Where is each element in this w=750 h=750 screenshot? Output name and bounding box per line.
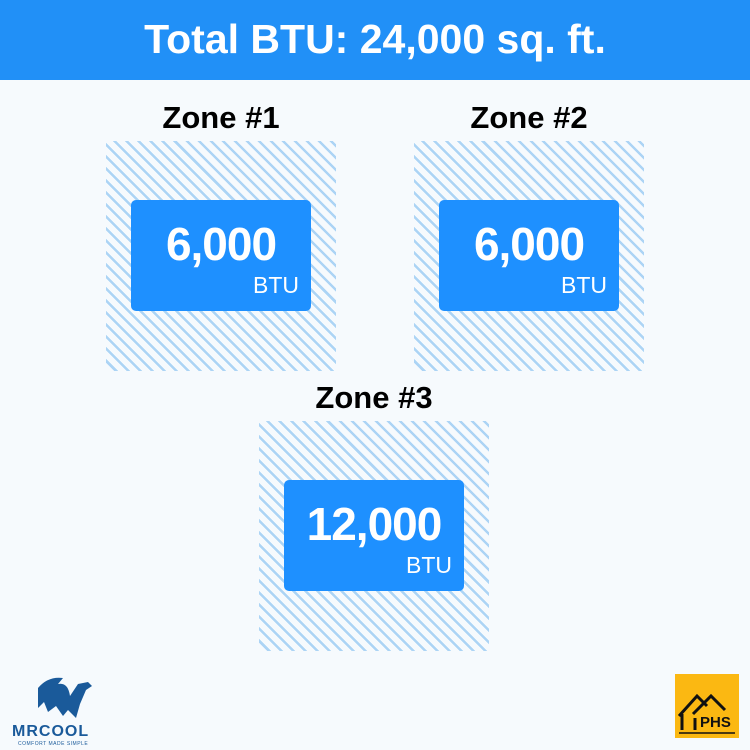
zone-2-btu-unit: BTU <box>561 272 607 298</box>
mrcool-logo: MRCOOL COMFORT MADE SIMPLE <box>8 668 123 747</box>
zone-2-btu-card: 6,000 BTU <box>439 200 619 311</box>
zone-3-btu-unit: BTU <box>406 552 452 578</box>
zone-1-area: 6,000 BTU <box>106 141 336 371</box>
zone-3-area: 12,000 BTU <box>259 421 489 651</box>
zone-2-area: 6,000 BTU <box>414 141 644 371</box>
zone-1-btu-value: 6,000 <box>165 218 277 270</box>
zone-3-title: Zone #3 <box>315 380 433 415</box>
zone-1-btu-unit: BTU <box>253 272 299 298</box>
page-title: Total BTU: 24,000 sq. ft. <box>0 0 750 80</box>
phs-logo: PHS <box>675 674 739 738</box>
polar-bear-icon <box>38 677 92 718</box>
zone-2-btu-value: 6,000 <box>473 218 585 270</box>
zone-3-btu-card: 12,000 BTU <box>284 480 464 591</box>
zone-3-btu-value: 12,000 <box>306 498 443 550</box>
zone-1-btu-card: 6,000 BTU <box>131 200 311 311</box>
zone-2-title: Zone #2 <box>470 100 588 135</box>
house-icon <box>677 693 735 734</box>
zone-1-title: Zone #1 <box>162 100 280 135</box>
